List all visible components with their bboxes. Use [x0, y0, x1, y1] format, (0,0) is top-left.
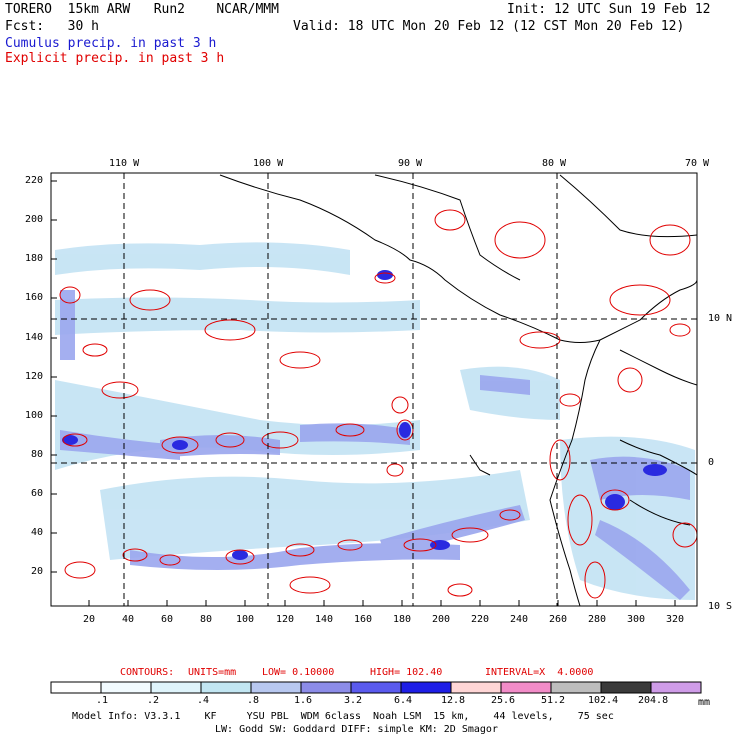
lon-label-100w: 100 W — [253, 158, 284, 169]
x-tick-label: 280 — [588, 614, 607, 625]
colorbar-swatch — [450, 681, 502, 694]
lon-label-90w: 90 W — [398, 158, 423, 169]
y-tick-label: 20 — [31, 566, 44, 577]
y-tick-label: 40 — [31, 527, 44, 538]
x-tick-label: 240 — [510, 614, 529, 625]
colorbar-label: 51.2 — [541, 695, 566, 706]
x-axis-ticks — [88, 600, 676, 606]
colorbar-label: .8 — [247, 695, 260, 706]
colorbar-swatch — [650, 681, 702, 694]
x-tick-label: 160 — [354, 614, 373, 625]
x-tick-label: 80 — [200, 614, 213, 625]
cumulus-precip-heavy — [62, 270, 667, 560]
y-axis-ticks — [51, 180, 57, 573]
y-tick-label: 80 — [31, 449, 44, 460]
contours-label: CONTOURS: — [120, 667, 175, 678]
y-tick-label: 100 — [25, 410, 44, 421]
x-tick-label: 320 — [666, 614, 685, 625]
colorbar-label: .1 — [96, 695, 109, 706]
init-time: Init: 12 UTC Sun 19 Feb 12 — [507, 2, 711, 17]
colorbar-swatch — [400, 681, 452, 694]
forecast-hour: Fcst: 30 h — [5, 19, 99, 34]
colorbar-label: .4 — [197, 695, 210, 706]
colorbar-swatch — [150, 681, 202, 694]
x-tick-label: 180 — [393, 614, 412, 625]
contour-high: HIGH= 102.40 — [370, 667, 443, 678]
y-tick-label: 120 — [25, 371, 44, 382]
lat-lon-grid — [51, 173, 697, 606]
colorbar-swatch — [600, 681, 652, 694]
lon-label-70w: 70 W — [685, 158, 710, 169]
colorbar-label: 204.8 — [638, 695, 669, 706]
x-tick-label: 20 — [83, 614, 96, 625]
y-tick-label: 220 — [25, 175, 44, 186]
colorbar-swatch — [350, 681, 402, 694]
colorbar-swatch — [300, 681, 352, 694]
x-tick-label: 200 — [432, 614, 451, 625]
colorbar-label: 6.4 — [394, 695, 413, 706]
x-tick-label: 40 — [122, 614, 135, 625]
map-frame — [50, 172, 698, 607]
x-tick-label: 260 — [549, 614, 568, 625]
y-tick-label: 140 — [25, 332, 44, 343]
explicit-precip-contours — [59, 209, 697, 599]
x-tick-label: 60 — [161, 614, 174, 625]
model-info-line2: LW: Godd SW: Goddard DIFF: simple KM: 2D… — [215, 724, 498, 735]
contour-units: UNITS=mm — [188, 667, 237, 678]
lat-label-10s: 10 S — [708, 601, 733, 612]
explicit-label: Explicit precip. in past 3 h — [5, 51, 225, 66]
x-tick-label: 300 — [627, 614, 646, 625]
colorbar-swatch — [200, 681, 252, 694]
colorbar-label: 1.6 — [294, 695, 313, 706]
colorbar-unit: mm — [698, 697, 711, 708]
cumulus-label: Cumulus precip. in past 3 h — [5, 36, 217, 51]
contour-low: LOW= 0.10000 — [262, 667, 335, 678]
colorbar-swatch — [250, 681, 302, 694]
colorbar-label: 3.2 — [344, 695, 363, 706]
coastlines — [219, 174, 697, 606]
colorbar-swatch — [50, 681, 102, 694]
lon-label-110w: 110 W — [109, 158, 140, 169]
x-tick-label: 140 — [315, 614, 334, 625]
colorbar-swatch — [500, 681, 552, 694]
y-tick-label: 160 — [25, 292, 44, 303]
colorbar-swatch — [550, 681, 602, 694]
x-tick-label: 220 — [471, 614, 490, 625]
colorbar-label: 102.4 — [588, 695, 619, 706]
y-tick-label: 180 — [25, 253, 44, 264]
x-tick-label: 100 — [236, 614, 255, 625]
valid-time: Valid: 18 UTC Mon 20 Feb 12 (12 CST Mon … — [293, 19, 685, 34]
contour-interval: INTERVAL=X 4.0000 — [485, 667, 594, 678]
y-tick-label: 200 — [25, 214, 44, 225]
x-tick-label: 120 — [276, 614, 295, 625]
colorbar-label: 12.8 — [441, 695, 466, 706]
lon-label-80w: 80 W — [542, 158, 567, 169]
colorbar-swatch — [100, 681, 152, 694]
model-info-line1: Model Info: V3.3.1 KF YSU PBL WDM 6class… — [72, 711, 614, 722]
model-title: TORERO 15km ARW Run2 NCAR/MMM — [5, 2, 279, 17]
lat-label-10n: 10 N — [708, 313, 733, 324]
colorbar-label: 25.6 — [491, 695, 516, 706]
lat-label-0: 0 — [708, 457, 715, 468]
y-tick-label: 60 — [31, 488, 44, 499]
colorbar-label: .2 — [147, 695, 160, 706]
